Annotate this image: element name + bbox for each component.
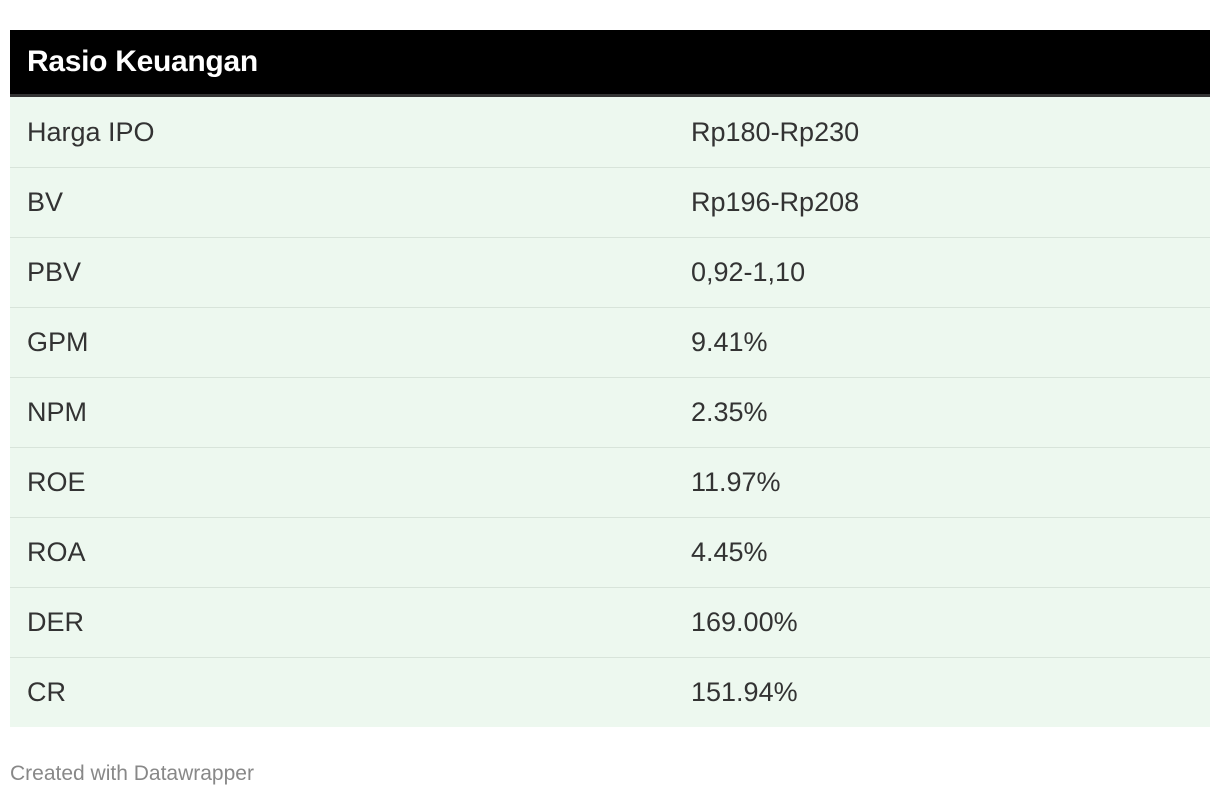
- row-label: BV: [27, 187, 64, 217]
- row-value: Rp180-Rp230: [691, 116, 860, 147]
- row-label: ROE: [27, 467, 86, 497]
- table-row: GPM 9.41%: [10, 307, 1210, 377]
- row-value: Rp196-Rp208: [691, 187, 860, 217]
- datawrapper-credit: Created with Datawrapper: [10, 762, 254, 785]
- row-value: 2.35%: [691, 397, 768, 427]
- table-body: Harga IPO Rp180-Rp230 BV Rp196-Rp208 PBV 0,92…: [10, 97, 1210, 727]
- table-row: ROE 11.97%: [10, 447, 1210, 517]
- table-row: NPM 2.35%: [10, 377, 1210, 447]
- row-label: DER: [27, 607, 85, 637]
- table-row: CR 151.94%: [10, 657, 1210, 727]
- row-label: GPM: [27, 327, 89, 357]
- row-value: 9.41%: [691, 327, 768, 357]
- table-header: Rasio Keuangan: [10, 30, 1210, 97]
- row-value: 151.94%: [691, 677, 798, 707]
- table-row: Harga IPO Rp180-Rp230: [10, 97, 1210, 167]
- table-row: DER 169.00%: [10, 587, 1210, 657]
- row-value: 169.00%: [691, 607, 798, 637]
- row-label: Harga IPO: [27, 116, 155, 147]
- table-row: BV Rp196-Rp208: [10, 167, 1210, 237]
- row-label: NPM: [27, 397, 87, 427]
- table-row: ROA 4.45%: [10, 517, 1210, 587]
- row-value: 11.97%: [691, 467, 781, 497]
- row-value: 4.45%: [691, 537, 768, 567]
- row-value: 0,92-1,10: [691, 257, 806, 287]
- table-title: Rasio Keuangan: [27, 45, 258, 78]
- row-label: CR: [27, 677, 66, 707]
- row-label: PBV: [27, 257, 82, 287]
- ratio-table: Rasio Keuangan Harga IPO Rp180-Rp230 BV Rp1…: [10, 30, 1210, 727]
- table-row: PBV 0,92-1,10: [10, 237, 1210, 307]
- row-label: ROA: [27, 537, 86, 567]
